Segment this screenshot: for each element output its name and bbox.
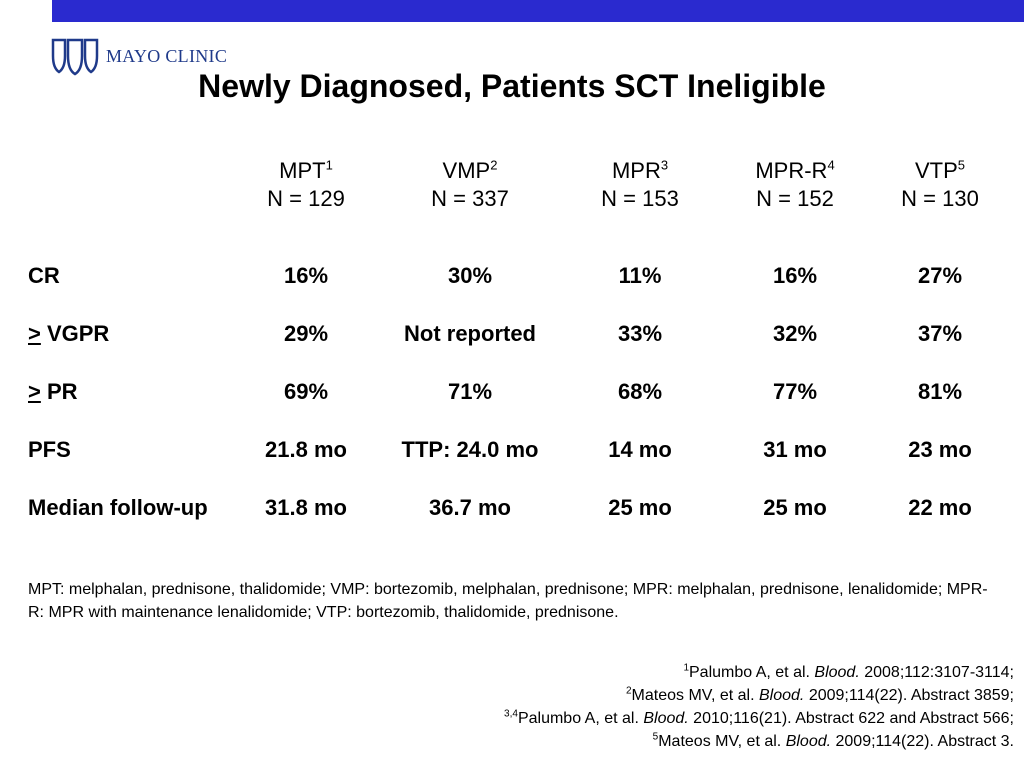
column-ref-superscript: 1 bbox=[325, 157, 333, 173]
row-label-text: PR bbox=[40, 379, 78, 404]
row-label-text: CR bbox=[28, 263, 60, 288]
table-cell: 14 mo bbox=[608, 437, 672, 462]
reference-detail: 2009;114(22). Abstract 3859; bbox=[804, 687, 1014, 704]
row-label-text: VGPR bbox=[40, 321, 110, 346]
slide-title: Newly Diagnosed, Patients SCT Ineligible bbox=[198, 68, 826, 104]
reference-line: 1Palumbo A, et al. Blood. 2008;112:3107-… bbox=[504, 661, 1014, 684]
column-header: MPT1 N = 129 bbox=[236, 157, 376, 213]
logo-text: MAYO CLINIC bbox=[106, 45, 228, 66]
table-cell: 22 mo bbox=[908, 495, 972, 520]
reference-detail: 2008;112:3107-3114; bbox=[859, 664, 1014, 681]
table-cell: 30% bbox=[447, 263, 493, 288]
column-header: VTP5 N = 130 bbox=[870, 157, 1010, 213]
reference-authors: Palumbo A, et al. bbox=[517, 710, 644, 727]
table-cell: 77% bbox=[772, 379, 818, 404]
table-cell: 71% bbox=[447, 379, 493, 404]
column-name: MPR-R4 bbox=[725, 157, 865, 185]
mayo-clinic-logo: MAYO CLINIC bbox=[50, 36, 227, 76]
column-n: N = 152 bbox=[756, 186, 834, 211]
column-n: N = 337 bbox=[431, 186, 509, 211]
column-name: VMP2 bbox=[400, 157, 540, 185]
row-label: PFS bbox=[28, 436, 228, 464]
column-name-text: MPR-R bbox=[755, 158, 828, 183]
greater-equal-symbol: > bbox=[28, 379, 41, 404]
column-ref-superscript: 2 bbox=[490, 157, 498, 173]
column-ref-superscript: 5 bbox=[957, 157, 966, 173]
table-cell: 37% bbox=[917, 321, 963, 346]
row-label: Median follow-up bbox=[28, 494, 228, 522]
table-cell: 81% bbox=[917, 379, 963, 404]
reference-line: 5Mateos MV, et al. Blood. 2009;114(22). … bbox=[504, 730, 1014, 753]
column-name-text: MPT bbox=[279, 158, 326, 183]
reference-number: 1 bbox=[683, 662, 689, 674]
table-cell: TTP: 24.0 mo bbox=[401, 437, 539, 462]
column-name: MPR3 bbox=[570, 157, 710, 185]
reference-journal: Blood. bbox=[643, 710, 689, 727]
table-cell: 16% bbox=[283, 263, 329, 288]
column-header: VMP2 N = 337 bbox=[400, 157, 540, 213]
reference-authors: Mateos MV, et al. bbox=[631, 687, 759, 704]
column-name-text: MPR bbox=[611, 158, 661, 183]
table-cell: 68% bbox=[617, 379, 663, 404]
row-label: > VGPR bbox=[28, 320, 228, 348]
column-header: MPR-R4 N = 152 bbox=[725, 157, 865, 213]
mayo-shield-icon bbox=[51, 38, 99, 76]
reference-journal: Blood. bbox=[785, 733, 832, 750]
table-cell: Not reported bbox=[404, 321, 536, 346]
table-cell: 23 mo bbox=[908, 437, 972, 462]
reference-authors: Mateos MV, et al. bbox=[658, 733, 786, 750]
table-cell: 25 mo bbox=[608, 495, 672, 520]
reference-line: 2Mateos MV, et al. Blood. 2009;114(22). … bbox=[504, 684, 1014, 707]
row-label: > PR bbox=[28, 378, 228, 406]
reference-number: 3,4 bbox=[504, 708, 518, 720]
references: 1Palumbo A, et al. Blood. 2008;112:3107-… bbox=[504, 661, 1014, 753]
column-name-text: VTP bbox=[914, 158, 958, 183]
table-cell: 25 mo bbox=[763, 495, 827, 520]
reference-detail: 2010;116(21). Abstract 622 and Abstract … bbox=[688, 710, 1014, 727]
column-header: MPR3 N = 153 bbox=[570, 157, 710, 213]
reference-journal: Blood. bbox=[759, 687, 805, 704]
reference-authors: Palumbo A, et al. bbox=[689, 664, 815, 681]
row-label: CR bbox=[28, 262, 228, 290]
table-cell: 16% bbox=[772, 263, 818, 288]
table-cell: 11% bbox=[618, 263, 662, 288]
column-n: N = 129 bbox=[267, 186, 345, 211]
table-cell: 21.8 mo bbox=[265, 437, 347, 462]
table-cell: 33% bbox=[617, 321, 663, 346]
table-cell: 31 mo bbox=[763, 437, 827, 462]
table-cell: 27% bbox=[917, 263, 963, 288]
abbreviations-note: MPT: melphalan, prednisone, thalidomide;… bbox=[28, 581, 988, 621]
reference-number: 2 bbox=[625, 685, 632, 697]
column-name-text: VMP bbox=[442, 158, 491, 183]
table-cell: 69% bbox=[283, 379, 329, 404]
column-name: VTP5 bbox=[870, 157, 1010, 185]
reference-line: 3,4Palumbo A, et al. Blood. 2010;116(21)… bbox=[504, 707, 1014, 730]
column-n: N = 130 bbox=[901, 186, 979, 211]
greater-equal-symbol: > bbox=[28, 321, 41, 346]
reference-journal: Blood. bbox=[814, 664, 860, 681]
column-n: N = 153 bbox=[601, 186, 679, 211]
reference-number: 5 bbox=[652, 731, 659, 743]
column-name: MPT1 bbox=[236, 157, 376, 185]
table-cell: 31.8 mo bbox=[265, 495, 347, 520]
row-label-text: PFS bbox=[28, 437, 71, 462]
reference-detail: 2009;114(22). Abstract 3. bbox=[831, 733, 1015, 750]
column-ref-superscript: 3 bbox=[660, 157, 669, 173]
row-label-text: Median follow-up bbox=[28, 495, 208, 520]
column-ref-superscript: 4 bbox=[827, 157, 835, 173]
table-cell: 36.7 mo bbox=[429, 495, 511, 520]
header-bar bbox=[52, 0, 1024, 22]
table-cell: 32% bbox=[772, 321, 818, 346]
table-cell: 29% bbox=[283, 321, 329, 346]
